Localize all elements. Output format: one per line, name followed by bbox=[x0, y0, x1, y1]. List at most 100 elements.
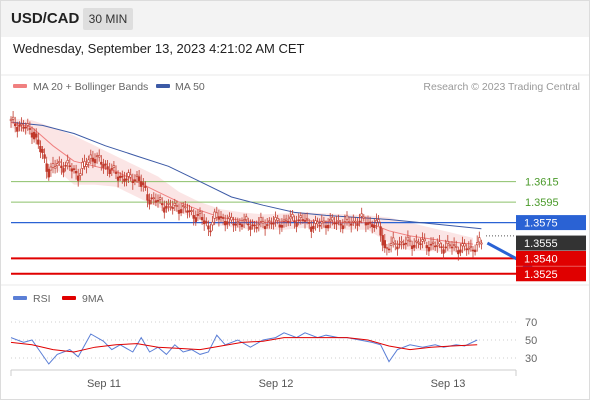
candle-body bbox=[299, 215, 302, 218]
candle-body bbox=[360, 213, 363, 217]
candle-body bbox=[461, 243, 464, 247]
candle-body bbox=[457, 250, 460, 255]
candle-body bbox=[167, 203, 170, 205]
candle-body bbox=[328, 218, 332, 222]
current-price-tag bbox=[516, 235, 586, 251]
candle-body bbox=[60, 165, 63, 169]
timestamp: Wednesday, September 13, 2023 4:21:02 AM… bbox=[13, 41, 305, 56]
candle-body bbox=[72, 168, 76, 170]
candle-body bbox=[45, 163, 48, 172]
candle-body bbox=[192, 215, 195, 219]
candle-body bbox=[39, 145, 42, 153]
candle-body bbox=[135, 174, 139, 177]
timeframe-button[interactable]: 30 MIN bbox=[83, 8, 133, 30]
candle-body bbox=[314, 220, 317, 224]
candle-body bbox=[182, 205, 185, 207]
level-label-1.3615: 1.3615 bbox=[525, 177, 559, 189]
candle-body bbox=[41, 148, 44, 154]
candle-body bbox=[352, 220, 355, 223]
candle-body bbox=[234, 223, 237, 226]
candle-body bbox=[442, 249, 445, 254]
candle-body bbox=[318, 224, 321, 227]
candle-body bbox=[289, 216, 292, 220]
candle-body bbox=[217, 216, 221, 220]
candle-body bbox=[480, 242, 483, 245]
candle-body bbox=[142, 182, 145, 185]
candle-body bbox=[104, 163, 107, 166]
rsi-tick-70: 70 bbox=[525, 317, 537, 329]
candle-body bbox=[179, 209, 183, 214]
candle-body bbox=[255, 226, 258, 229]
candles-layer bbox=[9, 111, 534, 271]
candle-body bbox=[213, 211, 216, 219]
candle-body bbox=[196, 214, 200, 216]
level-label-1.3540: 1.3540 bbox=[524, 253, 558, 265]
candle-body bbox=[228, 216, 231, 219]
candle-body bbox=[200, 217, 204, 221]
level-label-1.3525: 1.3525 bbox=[524, 269, 558, 281]
candle-body bbox=[140, 181, 143, 187]
candle-body bbox=[448, 244, 452, 247]
candle-body bbox=[295, 222, 298, 227]
candle-body bbox=[203, 220, 206, 225]
candle-body bbox=[324, 225, 328, 229]
candle-body bbox=[108, 169, 111, 175]
copyright: Research © 2023 Trading Central bbox=[423, 81, 580, 93]
rsi-lines-layer bbox=[10, 332, 478, 365]
candle-body bbox=[247, 223, 250, 226]
candle-body bbox=[282, 219, 286, 222]
candle-body bbox=[114, 172, 118, 174]
candle-body bbox=[77, 175, 80, 181]
candle-body bbox=[161, 203, 164, 206]
candle-body bbox=[74, 171, 78, 174]
candle-body bbox=[211, 221, 214, 226]
candle-body bbox=[133, 179, 137, 182]
candle-body bbox=[127, 172, 130, 177]
candle-body bbox=[16, 126, 19, 132]
candle-body bbox=[423, 238, 426, 242]
candle-body bbox=[55, 163, 59, 167]
candle-body bbox=[436, 244, 439, 247]
candle-body bbox=[123, 178, 126, 182]
candle-body bbox=[165, 205, 168, 209]
candle-body bbox=[312, 225, 315, 230]
candle-body bbox=[110, 168, 114, 170]
candle-body bbox=[274, 217, 277, 221]
candle-body bbox=[129, 174, 132, 178]
candle-body bbox=[32, 131, 36, 140]
rsi-ma-legend-swatch bbox=[62, 296, 76, 300]
candle-body bbox=[26, 123, 29, 126]
candle-body bbox=[444, 246, 447, 249]
candle-body bbox=[261, 221, 265, 224]
candle-body bbox=[34, 133, 38, 138]
candle-body bbox=[230, 217, 233, 221]
candle-body bbox=[58, 161, 61, 163]
candle-body bbox=[478, 237, 481, 243]
x-tick-sep12: Sep 12 bbox=[259, 378, 294, 390]
candle-body bbox=[257, 223, 260, 226]
candle-body bbox=[375, 220, 378, 223]
candle-body bbox=[356, 223, 359, 226]
candle-body bbox=[270, 222, 273, 225]
candle-body bbox=[322, 220, 326, 223]
candle-body bbox=[412, 244, 416, 248]
candle-body bbox=[177, 210, 181, 214]
x-tick-sep13: Sep 13 bbox=[431, 378, 466, 390]
candle-body bbox=[385, 247, 389, 249]
candle-body bbox=[383, 240, 386, 249]
rsi-ma-legend-label: 9MA bbox=[82, 293, 104, 305]
candle-body bbox=[291, 214, 294, 218]
ma50-legend-label: MA 50 bbox=[175, 81, 205, 93]
candle-body bbox=[93, 159, 97, 164]
candle-body bbox=[419, 243, 422, 246]
rsi-tick-50: 50 bbox=[525, 335, 537, 347]
candle-body bbox=[381, 235, 384, 246]
candle-body bbox=[150, 197, 153, 200]
candle-body bbox=[303, 220, 307, 222]
rsi-tick-30: 30 bbox=[525, 353, 537, 365]
candle-body bbox=[394, 243, 397, 245]
candle-body bbox=[83, 161, 86, 167]
candle-body bbox=[49, 166, 53, 171]
candle-body bbox=[272, 222, 275, 225]
candle-body bbox=[87, 159, 90, 163]
